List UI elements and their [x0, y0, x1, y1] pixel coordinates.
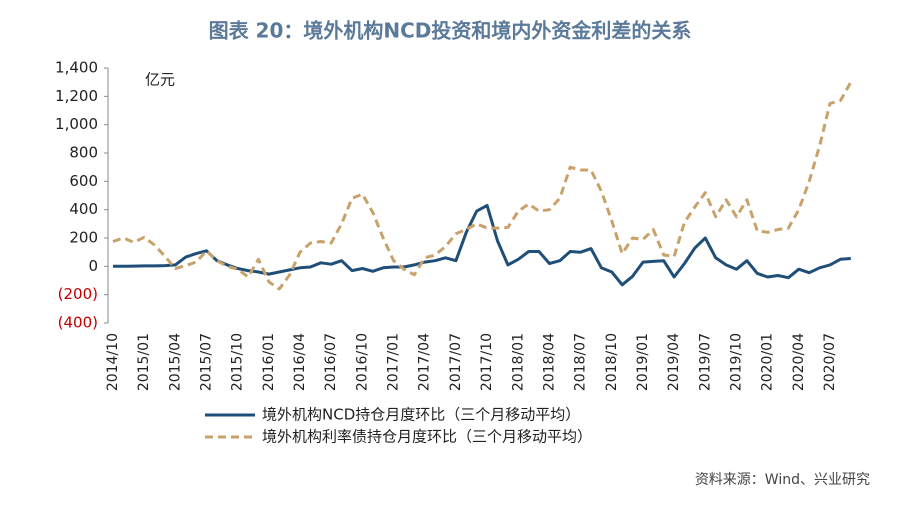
y-tick-label: 1,400: [55, 59, 98, 77]
legend-label: 境外机构利率债持仓月度环比（三个月移动平均）: [262, 428, 592, 446]
x-tick-label: 2017/04: [417, 333, 433, 391]
x-tick-label: 2019/10: [728, 333, 744, 391]
x-tick-label: 2015/01: [136, 333, 152, 391]
unit-label: 亿元: [145, 71, 175, 89]
series-line: [113, 203, 851, 287]
x-tick-label: 2015/04: [167, 333, 183, 391]
x-tick-label: 2019/01: [635, 333, 651, 391]
x-tick-label: 2018/01: [510, 333, 526, 391]
x-tick-label: 2020/04: [791, 333, 807, 391]
y-tick-label: 1,000: [55, 115, 98, 133]
x-tick-label: 2014/10: [105, 333, 121, 391]
x-tick-label: 2018/07: [573, 333, 589, 391]
x-tick-label: 2016/07: [323, 333, 339, 391]
x-tick-label: 2019/07: [697, 333, 713, 391]
source: 资料来源：Wind、兴业研究: [695, 472, 870, 488]
x-tick-label: 2020/07: [822, 333, 838, 391]
y-tick-label: (400): [58, 314, 98, 332]
x-tick-label: 2015/10: [230, 333, 246, 391]
x-tick-label: 2016/04: [292, 333, 308, 391]
chart-title: 图表 20：境外机构NCD投资和境内外资金利差的关系: [209, 19, 692, 43]
y-tick-label: 400: [69, 200, 98, 218]
y-tick-label: 800: [69, 144, 98, 162]
x-tick-label: 2015/07: [199, 333, 215, 391]
x-tick-label: 2017/01: [386, 333, 402, 391]
x-tick-label: 2020/01: [760, 333, 776, 391]
y-tick-label: 0: [88, 257, 98, 275]
x-tick-label: 2016/10: [354, 333, 370, 391]
x-tick-label: 2018/10: [604, 333, 620, 391]
y-tick-label: 1,200: [55, 87, 98, 105]
series-line: [112, 81, 853, 291]
x-tick-label: 2018/04: [541, 333, 557, 391]
x-tick-label: 2017/10: [479, 333, 495, 391]
x-tick-label: 2016/01: [261, 333, 277, 391]
x-tick-label: 2017/07: [448, 333, 464, 391]
y-tick-label: (200): [58, 285, 98, 303]
x-tick-label: 2019/04: [666, 333, 682, 391]
legend-label: 境外机构NCD持仓月度环比（三个月移动平均）: [262, 406, 580, 424]
y-tick-label: 200: [69, 229, 98, 247]
y-tick-label: 600: [69, 172, 98, 190]
